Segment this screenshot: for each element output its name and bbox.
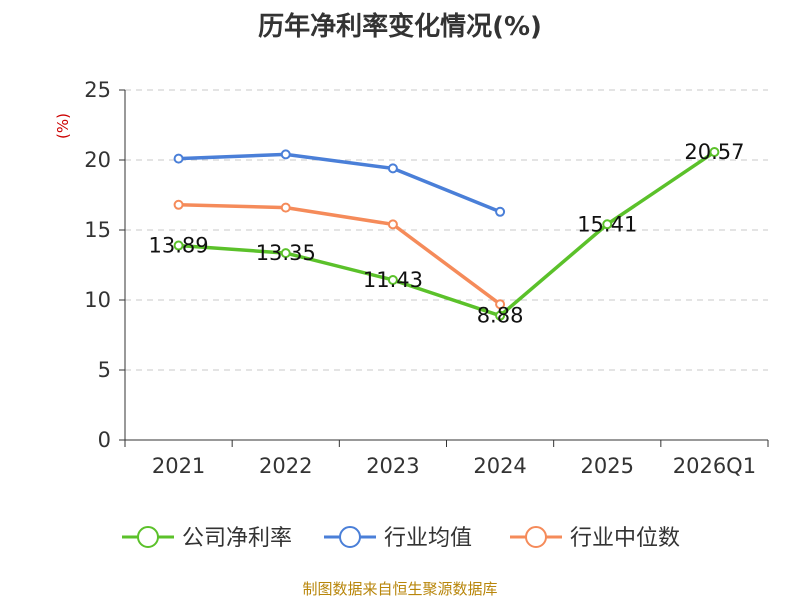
- data-label: 8.88: [477, 304, 524, 328]
- legend-label: 行业中位数: [570, 526, 680, 551]
- chart-title: 历年净利率变化情况(%): [258, 11, 542, 42]
- y-tick-label: 25: [84, 78, 111, 102]
- grid-layer: [125, 89, 768, 371]
- x-tick-label: 2025: [581, 454, 634, 478]
- data-label: 20.57: [684, 140, 744, 164]
- y-tick-label: 10: [84, 288, 111, 312]
- series-2-line: [178, 203, 502, 306]
- x-tick-label: 2026Q1: [673, 454, 756, 478]
- data-label: 13.89: [149, 234, 209, 258]
- series-2-point: [387, 219, 398, 230]
- series-0-point: [709, 147, 720, 158]
- y-tick-label: 15: [84, 218, 111, 242]
- series-1-point: [173, 153, 184, 164]
- legend: 公司净利率 行业均值 行业中位数: [122, 526, 680, 551]
- series-1-point: [495, 206, 506, 217]
- y-axis-label: (%): [54, 113, 72, 139]
- data-label-layer: 13.89 13.35 11.43 8.88 15.41 20.57: [149, 140, 745, 328]
- series-0-point: [173, 240, 184, 251]
- legend-marker: [137, 526, 159, 548]
- series-1-point: [280, 149, 291, 160]
- y-tick-label: 20: [84, 148, 111, 172]
- data-label: 11.43: [363, 268, 423, 292]
- series-0-point: [280, 248, 291, 259]
- y-tick-label: 5: [98, 358, 111, 382]
- series-1-point: [387, 163, 398, 174]
- x-tick-label: 2023: [366, 454, 419, 478]
- y-tick-label: 0: [98, 428, 111, 452]
- x-tick-label: 2022: [259, 454, 312, 478]
- series-2-point: [495, 299, 506, 310]
- legend-label: 公司净利率: [182, 526, 292, 551]
- series-2-point: [173, 199, 184, 210]
- data-label: 15.41: [577, 212, 637, 236]
- data-label: 13.35: [256, 241, 316, 265]
- series-2-point: [280, 202, 291, 213]
- legend-label: 行业均值: [384, 526, 472, 551]
- legend-marker: [525, 526, 547, 548]
- series-0-point: [387, 274, 398, 285]
- series-0-line: [178, 150, 716, 318]
- series-0-point: [602, 219, 613, 230]
- x-tick-label: 2024: [473, 454, 526, 478]
- source-note: 制图数据来自恒生聚源数据库: [302, 580, 497, 598]
- series-0-point: [495, 310, 506, 321]
- series-layer: [173, 147, 720, 321]
- series-1-line: [178, 152, 501, 214]
- legend-marker: [339, 526, 361, 548]
- x-tick-label: 2021: [152, 454, 205, 478]
